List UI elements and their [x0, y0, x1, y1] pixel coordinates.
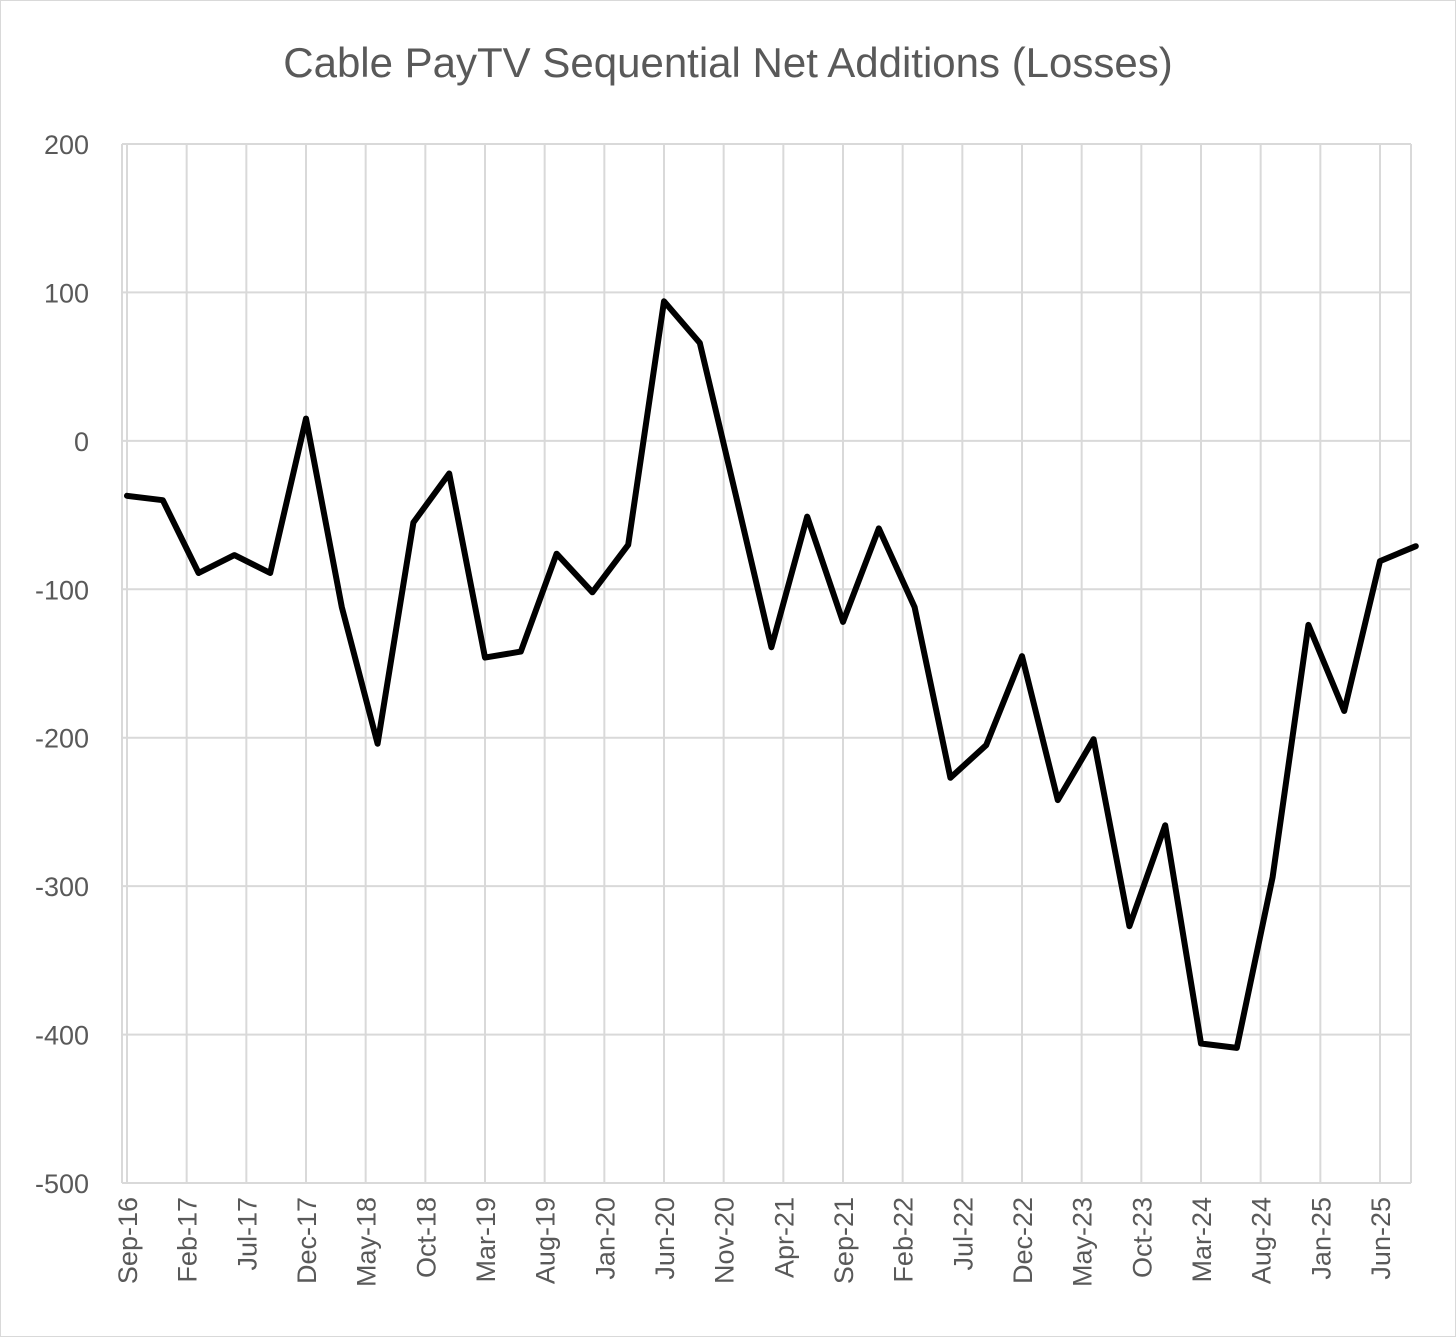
y-tick-label: 100	[44, 278, 89, 308]
x-tick-label: Oct-18	[411, 1197, 441, 1278]
x-tick-label: Dec-17	[292, 1197, 322, 1284]
x-tick-label: Jan-20	[590, 1197, 620, 1280]
y-tick-label: -300	[35, 872, 89, 902]
x-tick-label: Mar-19	[471, 1197, 501, 1283]
x-tick-label: Sep-21	[829, 1197, 859, 1284]
y-tick-label: 200	[44, 130, 89, 160]
x-tick-label: Mar-24	[1187, 1197, 1217, 1283]
x-tick-label: May-18	[352, 1197, 382, 1287]
x-tick-label: Jun-25	[1366, 1197, 1396, 1280]
series-layer	[124, 298, 1419, 1051]
y-tick-label: -500	[35, 1169, 89, 1199]
x-tick-label: Nov-20	[710, 1197, 740, 1284]
x-tick-label: Jan-25	[1306, 1197, 1336, 1280]
x-tick-label: Jul-22	[948, 1197, 978, 1271]
x-tick-label: Oct-23	[1127, 1197, 1157, 1278]
x-tick-label: Feb-22	[889, 1197, 919, 1283]
x-tick-label: Apr-21	[769, 1197, 799, 1278]
y-tick-label: -400	[35, 1021, 89, 1051]
y-tick-label: -100	[35, 575, 89, 605]
x-tick-label: Dec-22	[1008, 1197, 1038, 1284]
x-tick-label: Aug-19	[531, 1197, 561, 1284]
gridlines	[121, 143, 1412, 1184]
x-tick-label: Jul-17	[232, 1197, 262, 1271]
y-tick-label: 0	[74, 427, 89, 457]
x-tick-label: Jun-20	[650, 1197, 680, 1280]
x-axis: Sep-16 Feb-17 Jul-17 Dec-17 May-18 Oct-18 Mar-…	[113, 1197, 1396, 1287]
y-axis: 200 100 0 -100 -200 -300 -400 -500	[35, 130, 89, 1199]
x-tick-label: Aug-24	[1247, 1197, 1277, 1284]
chart-title: Cable PayTV Sequential Net Additions (Lo…	[283, 39, 1173, 86]
x-tick-label: Sep-16	[113, 1197, 143, 1284]
series-line	[124, 298, 1419, 1051]
y-tick-label: -200	[35, 724, 89, 754]
x-tick-label: May-23	[1068, 1197, 1098, 1287]
x-tick-label: Feb-17	[173, 1197, 203, 1283]
